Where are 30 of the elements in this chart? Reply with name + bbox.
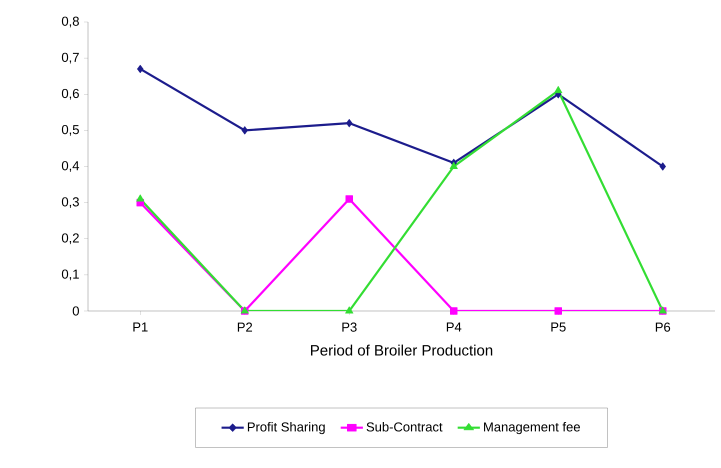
legend-label: Sub-Contract [366, 422, 442, 432]
point [137, 64, 144, 74]
legend-label: Profit Sharing [248, 422, 325, 434]
y-tick-label: 0 [72, 306, 79, 316]
x-tick-label: P2 [238, 322, 252, 332]
point [346, 118, 352, 128]
y-tick-label: 0,5 [62, 125, 79, 136]
y-tick-label: 0,2 [62, 233, 79, 244]
x-axis-title: Period of Broiler Production [311, 344, 492, 356]
x-tick-label: P5 [551, 322, 566, 332]
y-tick-label: 0,6 [62, 88, 79, 100]
x-tick-label: P1 [133, 322, 148, 332]
x-tick-label: P3 [342, 322, 357, 332]
x-tick-label: P4 [446, 322, 462, 332]
x-tick-label: P6 [656, 322, 670, 332]
y-tick-label: 0,7 [62, 52, 79, 64]
y-tick-label: 0,1 [62, 269, 79, 280]
point [346, 195, 353, 203]
y-tick-label: 0,4 [62, 161, 80, 172]
point [345, 306, 354, 314]
point [554, 86, 562, 94]
y-tick-label: 0,3 [62, 197, 79, 208]
point [242, 126, 248, 135]
point [554, 307, 562, 315]
y-tick-label: 0,8 [62, 16, 79, 28]
point [450, 162, 458, 169]
point [136, 194, 144, 202]
point [659, 162, 666, 171]
legend-label: Management fee [484, 422, 580, 434]
point [450, 307, 458, 315]
